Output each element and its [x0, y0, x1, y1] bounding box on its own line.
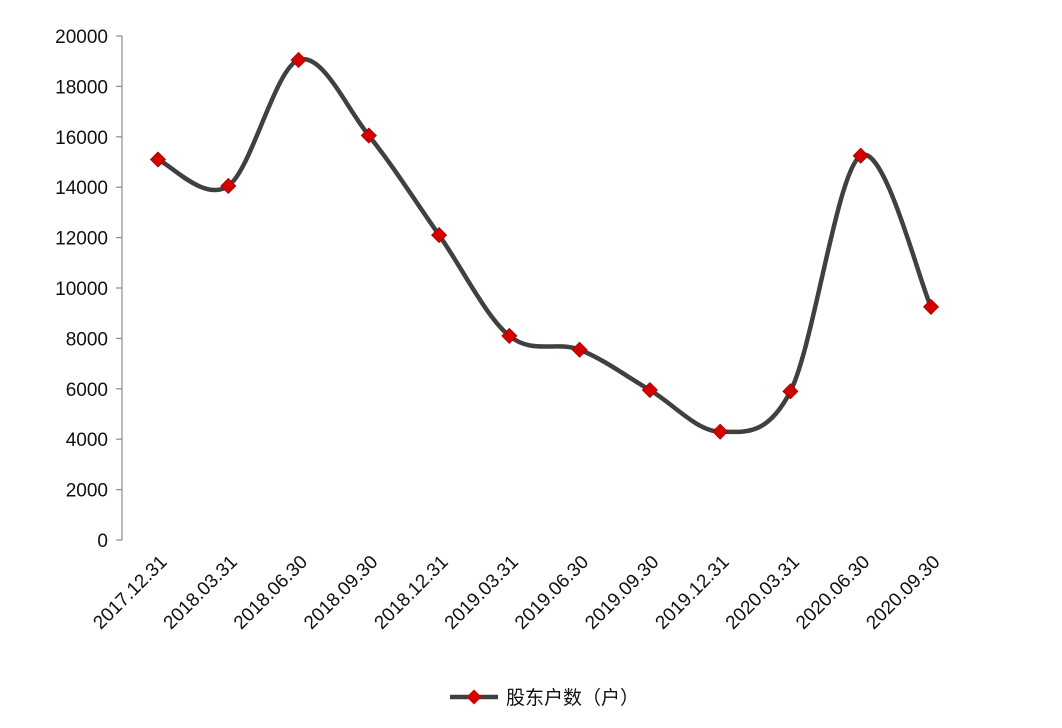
y-tick-label: 18000	[55, 77, 108, 98]
data-point-marker	[782, 383, 799, 400]
y-tick-label: 8000	[66, 329, 108, 350]
x-tick-label: 2018.03.31	[160, 552, 242, 634]
data-point-marker	[360, 127, 377, 144]
y-tick-label: 12000	[55, 229, 108, 250]
x-axis: 2017.12.312018.03.312018.06.302018.09.30…	[89, 552, 944, 634]
data-point-marker	[290, 51, 307, 69]
y-tick-label: 0	[97, 531, 108, 552]
legend-diamond-marker	[466, 689, 482, 705]
x-tick-label: 2019.03.31	[441, 552, 523, 634]
data-point-marker	[501, 327, 518, 344]
x-tick-label: 2017.12.31	[89, 552, 171, 634]
data-point-marker	[149, 151, 167, 168]
data-point-marker	[641, 381, 658, 399]
y-tick-label: 4000	[66, 430, 108, 451]
x-tick-label: 2019.09.30	[581, 552, 663, 634]
x-tick-label: 2018.09.30	[300, 552, 382, 634]
x-tick-label: 2019.12.31	[652, 552, 734, 634]
x-tick-label: 2018.12.31	[371, 552, 453, 634]
data-point-marker	[922, 298, 940, 315]
series-layer	[149, 51, 940, 440]
y-tick-label: 2000	[66, 481, 108, 502]
data-point-marker	[571, 341, 588, 358]
x-tick-label: 2018.06.30	[230, 552, 312, 634]
series-line	[155, 56, 934, 435]
y-tick-label: 16000	[55, 128, 108, 149]
y-tick-label: 20000	[55, 27, 108, 48]
data-point-marker	[712, 423, 729, 440]
x-tick-label: 2019.06.30	[511, 552, 593, 634]
x-tick-label: 2020.03.31	[722, 552, 804, 634]
y-tick-label: 14000	[55, 178, 108, 199]
y-tick-label: 6000	[66, 380, 108, 401]
legend-label: 股东户数（户）	[506, 687, 639, 709]
x-tick-label: 2020.06.30	[792, 552, 874, 634]
x-tick-label: 2020.09.30	[862, 552, 944, 634]
data-point-marker	[852, 147, 869, 164]
data-point-marker	[220, 177, 237, 195]
y-axis: 0 2000 4000 6000 8000 10000 12000 14000 16000 180…	[55, 27, 123, 552]
legend: 股东户数（户）	[450, 687, 639, 709]
y-tick-label: 10000	[55, 279, 108, 300]
data-point-marker	[431, 227, 448, 244]
